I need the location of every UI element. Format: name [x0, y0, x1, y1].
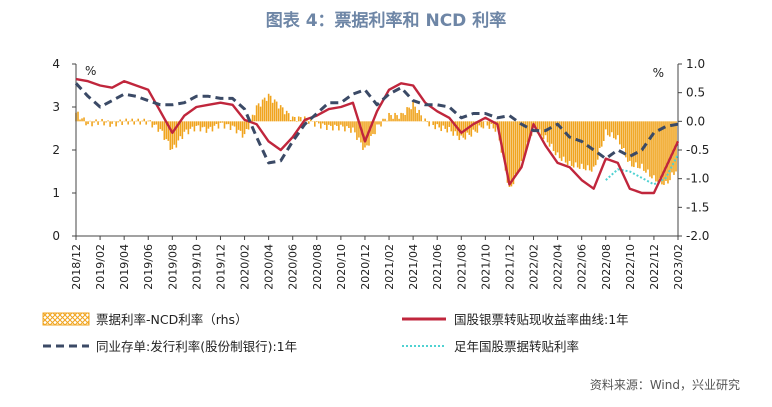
x-axis-tick-label: 2019/08: [166, 244, 179, 290]
x-axis-tick-label: 2019/12: [214, 244, 227, 290]
x-axis-tick-label: 2019/04: [118, 244, 131, 290]
x-axis-tick-label: 2021/10: [479, 244, 492, 290]
legend: 票据利率-NCD利率（rhs） 国股银票转贴现收益率曲线:1年 同业存单:发行利…: [42, 312, 629, 354]
x-axis-tick-label: 2021/12: [503, 244, 516, 290]
left-axis-tick-label: 2: [52, 143, 60, 157]
x-axis-tick-label: 2019/10: [190, 244, 203, 290]
x-axis-tick-label: 2018/12: [70, 244, 83, 290]
left-axis-unit: %: [85, 64, 96, 78]
legend-label-note: 足年国股票据转贴利率: [454, 339, 579, 354]
x-axis-tick-label: 2020/10: [335, 244, 348, 290]
x-axis-tick-label: 2021/02: [383, 244, 396, 290]
right-axis-tick-label: -1.0: [686, 172, 709, 186]
ncd-rate-line: [74, 82, 679, 165]
x-axis-tick-label: 2021/08: [455, 244, 468, 290]
x-axis-tick-label: 2021/04: [407, 244, 420, 290]
left-axis-tick-label: 4: [52, 57, 60, 71]
x-axis-tick-label: 2020/04: [263, 244, 276, 290]
left-axis-tick-label: 0: [52, 229, 60, 243]
right-axis-tick-label: 0.5: [686, 86, 705, 100]
left-axis-tick-label: 3: [52, 100, 60, 114]
source-note: 资料来源：Wind，兴业研究: [589, 378, 740, 392]
x-axis-tick-label: 2022/10: [624, 244, 637, 290]
bond-yield-line: [75, 77, 680, 195]
x-axis-tick-label: 2022/02: [528, 244, 541, 290]
x-axis-tick-label: 2022/04: [552, 244, 565, 290]
x-axis-tick-label: 2019/02: [94, 244, 107, 290]
left-axis-tick-label: 1: [52, 186, 60, 200]
right-axis-unit: %: [653, 66, 664, 80]
x-axis-tick-label: 2022/08: [600, 244, 613, 290]
right-axis-tick-label: 1.0: [686, 57, 705, 71]
axes: 0 1 2 3 4 % -2.0 -1.5 -1.0 -0.5 0.0 0.5 1.0% 2018/12 2…: [52, 57, 709, 290]
legend-swatch-spread: [42, 312, 90, 326]
x-axis-tick-label: 2022/06: [576, 244, 589, 290]
legend-label-bond: 国股银票转贴现收益率曲线:1年: [454, 312, 629, 327]
x-axis-tick-label: 2021/06: [431, 244, 444, 290]
x-axis-tick-label: 2019/06: [142, 244, 155, 290]
right-axis-tick-label: -0.5: [686, 143, 709, 157]
spread-bars: [75, 93, 677, 187]
x-axis-tick-label: 2020/12: [359, 244, 372, 290]
x-axis-tick-label: 2020/02: [239, 244, 252, 290]
legend-label-spread: 票据利率-NCD利率（rhs）: [96, 312, 248, 327]
x-axis-tick-label: 2023/02: [672, 244, 685, 290]
lines: [74, 77, 680, 195]
right-axis-tick-label: -2.0: [686, 229, 709, 243]
chart-title: 图表 4：票据利率和 NCD 利率: [265, 11, 507, 31]
x-axis-tick-label: 2020/08: [311, 244, 324, 290]
note-rate-line: [605, 153, 679, 186]
right-axis-tick-label: -1.5: [686, 200, 709, 214]
x-axis-tick-label: 2022/12: [648, 244, 661, 290]
right-axis-tick-label: 0.0: [686, 114, 705, 128]
x-axis-tick-label: 2020/06: [287, 244, 300, 290]
legend-label-ncd: 同业存单:发行利率(股份制银行):1年: [96, 339, 297, 354]
